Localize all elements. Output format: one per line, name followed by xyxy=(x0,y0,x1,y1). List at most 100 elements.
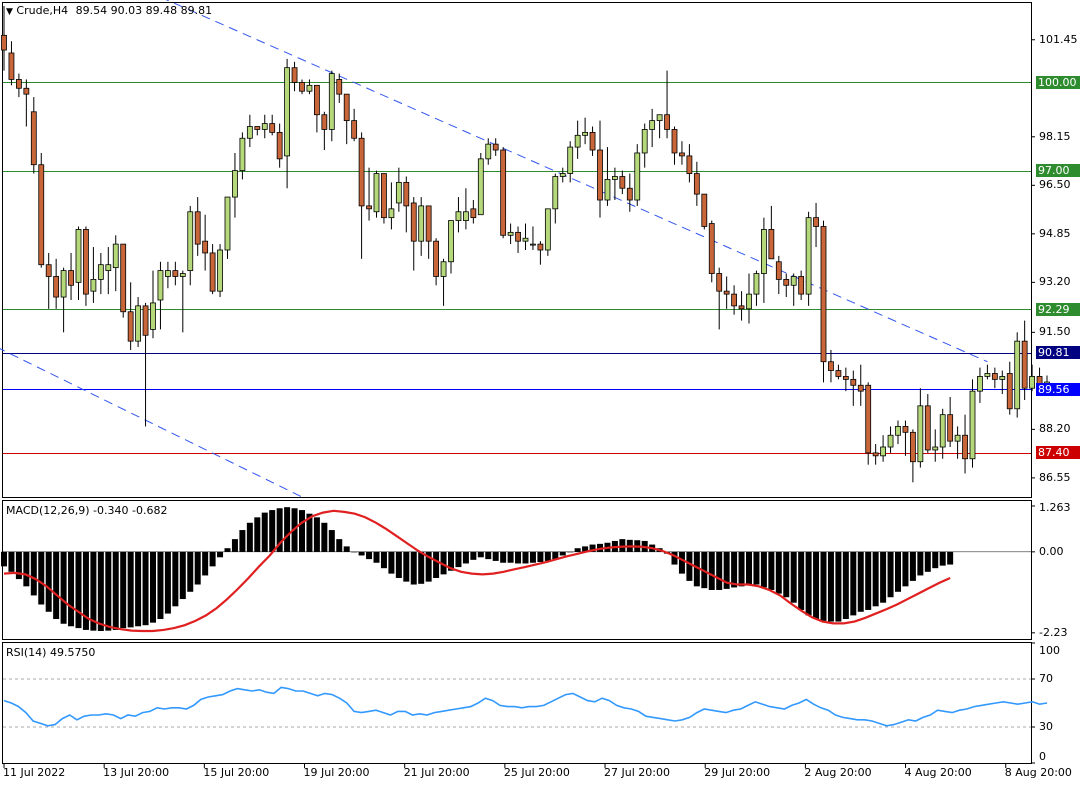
candle-body xyxy=(418,205,425,242)
date-tick-label: 13 Jul 20:00 xyxy=(103,766,170,779)
rsi-tick-label: 70 xyxy=(1039,672,1053,685)
macd-bar xyxy=(217,551,224,558)
macd-bar xyxy=(753,551,760,585)
candle-body xyxy=(582,131,588,136)
candle-body xyxy=(433,240,440,277)
candle-body xyxy=(686,155,693,174)
candle-body xyxy=(887,434,894,448)
price-level-tag: 89.56 xyxy=(1036,382,1080,396)
candle-body xyxy=(515,231,521,242)
macd-bar xyxy=(358,551,365,556)
price-level-tag: 97.00 xyxy=(1036,164,1080,178)
macd-bar xyxy=(38,551,45,605)
candle-body xyxy=(552,176,559,210)
macd-pane-frame xyxy=(2,500,1032,640)
trendline xyxy=(165,0,988,363)
candle-body xyxy=(1029,376,1035,389)
candle-body xyxy=(775,261,782,280)
macd-bar xyxy=(738,551,745,587)
macd-bar xyxy=(112,551,119,630)
macd-bar xyxy=(857,551,864,612)
macd-bar xyxy=(909,551,916,581)
macd-bar xyxy=(716,551,723,590)
candle-body xyxy=(567,146,574,174)
candle-body xyxy=(991,373,998,380)
macd-bar xyxy=(209,551,216,567)
candle-body xyxy=(202,240,209,254)
chart-header: ▼ Crude,H4 89.54 90.03 89.48 89.81 xyxy=(6,4,212,17)
macd-bar xyxy=(403,551,410,582)
candle-body xyxy=(209,252,216,292)
triangle-down-icon[interactable]: ▼ xyxy=(6,7,13,17)
candle-body xyxy=(612,176,618,180)
macd-tick-label: 0.00 xyxy=(1039,544,1064,558)
macd-bar xyxy=(850,551,857,616)
candle-body xyxy=(530,243,536,246)
candle-body xyxy=(75,229,82,283)
date-tick-label: 21 Jul 20:00 xyxy=(403,766,470,779)
macd-bar xyxy=(582,546,589,552)
candle-body xyxy=(671,129,678,154)
candle-body xyxy=(641,129,648,154)
macd-bar xyxy=(895,551,901,592)
macd-tick-label: -2.23 xyxy=(1039,625,1068,639)
macd-label: MACD(12,26,9) -0.340 -0.682 xyxy=(6,504,168,517)
macd-bar xyxy=(366,551,373,560)
macd-bar xyxy=(23,551,30,587)
macd-bar xyxy=(552,551,559,560)
macd-bar xyxy=(97,551,104,632)
macd-bar xyxy=(433,551,440,578)
candle-body xyxy=(731,293,737,307)
candle-body xyxy=(939,414,946,448)
rsi-line xyxy=(3,686,1048,727)
candle-body xyxy=(217,249,223,292)
candle-body xyxy=(753,273,760,295)
macd-tick-label: 1.263 xyxy=(1039,501,1071,514)
candle-body xyxy=(828,361,834,371)
candle-body xyxy=(179,273,186,277)
candle-body xyxy=(1021,340,1028,389)
candle-body xyxy=(738,305,745,310)
macd-bar xyxy=(261,512,268,552)
macd-bar xyxy=(299,510,305,552)
candle-body xyxy=(120,243,127,313)
macd-bar xyxy=(142,551,149,626)
candle-body xyxy=(261,123,268,130)
candle-body xyxy=(1014,340,1021,410)
macd-bar xyxy=(820,551,827,621)
trendline xyxy=(0,348,303,498)
macd-bar xyxy=(805,551,812,616)
rsi-label: RSI(14) 49.5750 xyxy=(6,646,96,659)
macd-bar xyxy=(194,551,201,585)
candle-body xyxy=(127,311,134,342)
candle-body xyxy=(254,126,261,130)
macd-bar xyxy=(120,551,127,629)
macd-bar xyxy=(202,551,209,576)
candle-body xyxy=(395,181,402,204)
candle-body xyxy=(969,390,976,460)
candle-body xyxy=(410,202,417,242)
rsi-pane-frame xyxy=(2,642,1032,764)
candle-body xyxy=(306,84,313,92)
candle-body xyxy=(984,373,991,377)
macd-bar xyxy=(775,551,782,594)
candle-body xyxy=(783,279,790,286)
macd-bar xyxy=(425,551,432,582)
rsi-tick-label: 100 xyxy=(1039,644,1060,657)
candle-body xyxy=(381,173,387,219)
macd-bar xyxy=(343,546,350,552)
macd-bar xyxy=(68,551,75,627)
date-tick-label: 19 Jul 20:00 xyxy=(303,766,370,779)
candle-body xyxy=(343,93,350,122)
price-tick-label: 88.20 xyxy=(1039,422,1071,436)
candle-body xyxy=(768,229,775,260)
candle-body xyxy=(865,384,872,454)
macd-bar xyxy=(179,551,186,600)
candle-body xyxy=(172,270,179,277)
candle-body xyxy=(105,264,112,271)
candle-body xyxy=(112,243,119,269)
candle-body xyxy=(656,114,663,122)
price-tick-label: 101.45 xyxy=(1039,32,1078,46)
price-tick-label: 98.15 xyxy=(1039,129,1071,143)
